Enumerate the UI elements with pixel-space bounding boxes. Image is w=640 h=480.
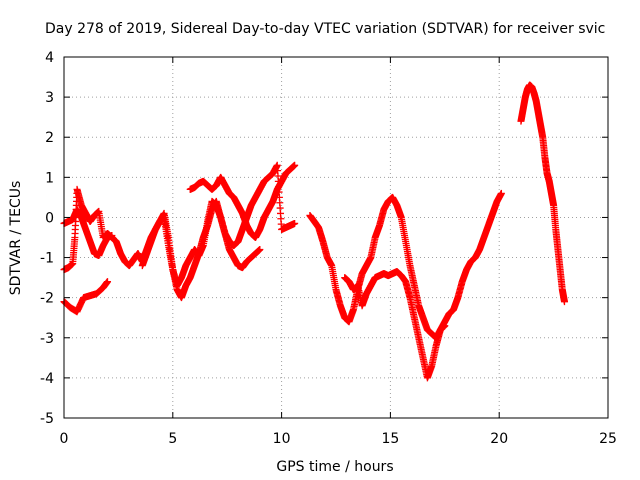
tick-labels: 0 5 10 15 20 25 -5 -4 -3 -2 -1 0 1 2 3 4 xyxy=(40,50,617,447)
data-point xyxy=(104,278,112,286)
data-point xyxy=(291,161,299,169)
data-point xyxy=(497,189,505,197)
data-point xyxy=(291,219,299,227)
data-layer xyxy=(60,81,568,382)
series-s3 xyxy=(60,205,116,260)
y-axis-label: SDTVAR / TECUs xyxy=(8,181,24,296)
y-tick-label: -1 xyxy=(40,251,54,267)
grid xyxy=(64,57,608,418)
y-tick-label: 1 xyxy=(45,170,54,186)
data-point xyxy=(441,322,449,330)
y-tick-label: -3 xyxy=(40,331,54,347)
series-s4 xyxy=(138,161,299,302)
ticks xyxy=(63,56,609,419)
x-tick-label: 0 xyxy=(60,431,69,447)
x-tick-label: 5 xyxy=(168,431,177,447)
x-axis-label: GPS time / hours xyxy=(276,459,393,475)
x-tick-label: 15 xyxy=(381,431,399,447)
series-s6 xyxy=(306,189,505,342)
chart-title: Day 278 of 2019, Sidereal Day-to-day VTE… xyxy=(45,21,605,37)
series-s5 xyxy=(186,161,299,241)
series-s1 xyxy=(60,278,112,316)
y-tick-label: 0 xyxy=(45,210,54,226)
data-point xyxy=(108,231,116,239)
y-tick-label: -4 xyxy=(40,371,54,387)
series-s7 xyxy=(341,268,449,382)
y-tick-label: -2 xyxy=(40,291,54,307)
x-tick-label: 25 xyxy=(599,431,617,447)
series-s8 xyxy=(517,81,568,306)
y-tick-label: 3 xyxy=(45,90,54,106)
data-point xyxy=(256,246,264,254)
plot-frame xyxy=(63,56,609,419)
y-tick-label: -5 xyxy=(40,411,54,427)
x-tick-label: 20 xyxy=(490,431,508,447)
data-point xyxy=(560,298,568,306)
x-tick-label: 10 xyxy=(273,431,291,447)
y-tick-label: 4 xyxy=(45,50,54,66)
y-tick-label: 2 xyxy=(45,130,54,146)
